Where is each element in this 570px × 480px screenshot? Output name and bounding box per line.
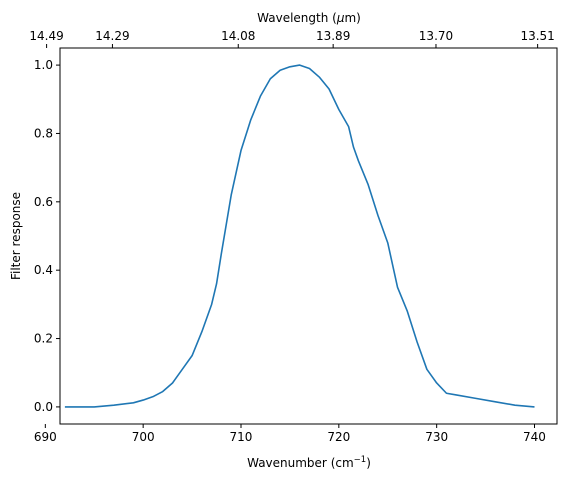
y-tick-label: 0.0	[34, 400, 53, 414]
top-x-axis-title: Wavelength (μm)	[257, 11, 361, 25]
plot-area	[59, 47, 558, 425]
y-tick-label: 0.4	[34, 263, 53, 277]
x-axis-title: Wavenumber (cm−1)	[247, 455, 371, 470]
top-x-tick-label: 13.89	[316, 29, 350, 43]
y-tick-label: 1.0	[34, 58, 53, 72]
y-tick-label: 0.8	[34, 126, 53, 140]
x-tick-label: 700	[132, 430, 155, 444]
y-axis: 0.0 0.2 0.4 0.6 0.8 1.0	[34, 58, 60, 414]
x-tick-label: 710	[230, 430, 253, 444]
x-axis: 690 700 710 720 730 740	[34, 424, 546, 444]
top-x-axis: 14.49 14.29 14.08 13.89 13.70 13.51	[29, 29, 555, 48]
x-tick-label: 720	[327, 430, 350, 444]
series-layer	[64, 64, 535, 408]
top-x-tick-label: 13.51	[520, 29, 554, 43]
top-x-tick-label: 14.08	[221, 29, 255, 43]
y-tick-label: 0.2	[34, 332, 53, 346]
top-x-tick-label: 13.70	[419, 29, 453, 43]
x-tick-label: 740	[523, 430, 546, 444]
top-x-tick-label: 14.49	[29, 29, 63, 43]
x-tick-label: 730	[425, 430, 448, 444]
y-tick-label: 0.6	[34, 195, 53, 209]
series-line	[64, 64, 535, 408]
top-x-tick-label: 14.29	[95, 29, 129, 43]
x-tick-label: 690	[34, 430, 57, 444]
y-axis-title: Filter response	[9, 192, 23, 280]
